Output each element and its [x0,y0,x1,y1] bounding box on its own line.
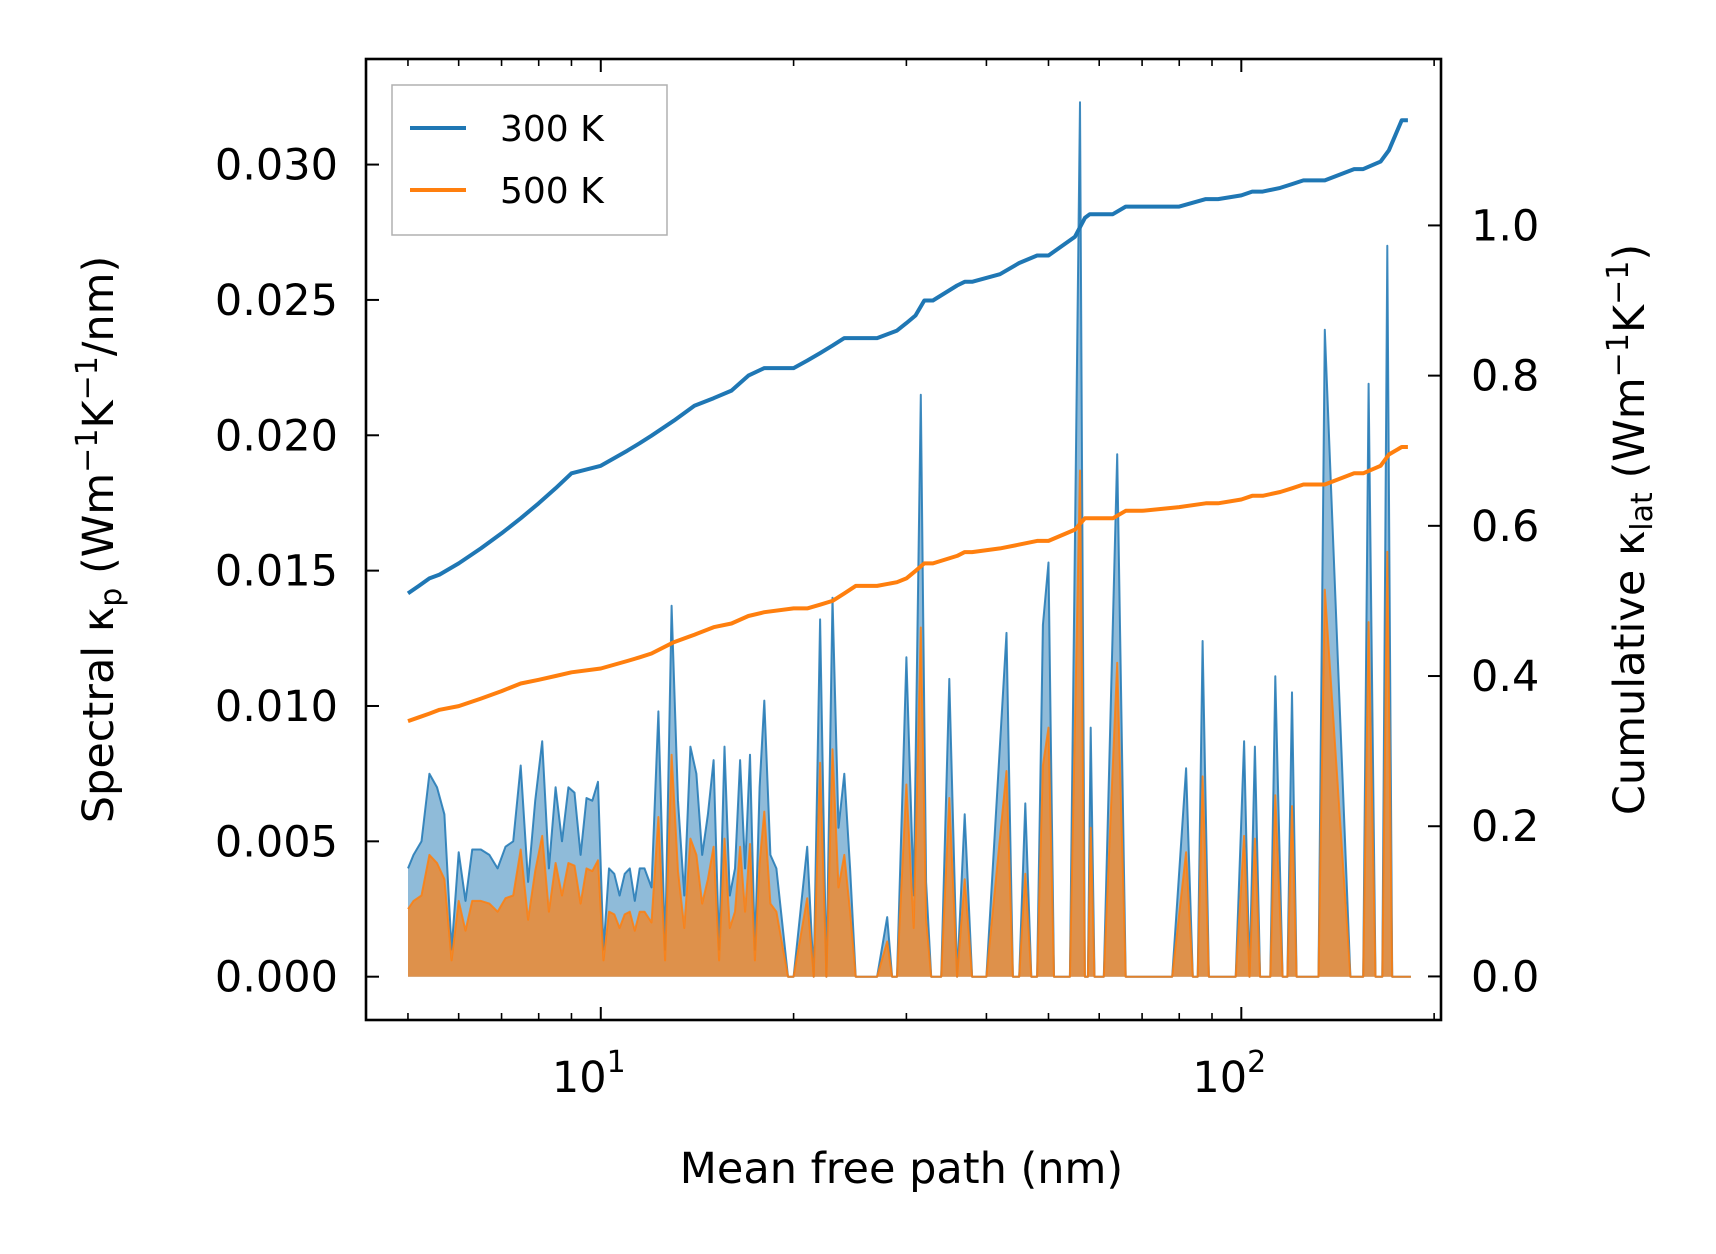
left-y-tick-label: 0.020 [215,411,338,461]
legend-label-500k: 500 K [500,171,605,212]
right-y-tick-label: 0.4 [1471,652,1539,702]
spectral-line-500-k-spectral [407,469,1411,978]
right-y-tick-label: 0.0 [1471,952,1539,1002]
left-y-axis-label: Spectral κp (Wm−1K−1/nm) [70,256,129,824]
plot-frame [364,57,1443,1022]
legend-box [391,84,668,236]
right-y-tick-label: 0.8 [1471,352,1539,402]
x-tick-label: 101 [552,1045,626,1103]
cumulative-layer [406,118,1408,723]
spectral-area-500-k-spectral [408,470,1411,977]
legend-label-300k: 300 K [500,109,605,150]
cumulative-line-500-k [407,445,1408,723]
left-y-tick-label: 0.005 [215,817,338,867]
cumulative-line-300-k [406,118,1408,596]
right-y-tick-label: 0.6 [1471,502,1539,552]
left-y-tick-label: 0.030 [215,141,338,191]
right-y-axis-label: Cumulative κlat (Wm−1K−1) [1601,244,1660,815]
spectral-layer [407,101,1411,978]
left-y-tick-label: 0.025 [215,276,338,326]
tick-labels: 0.000 0.005 0.010 0.015 0.020 0.025 0.030 0.0 0.… [215,141,1540,1103]
legend: 300 K 500 K [391,84,668,236]
left-y-tick-label: 0.015 [215,547,338,597]
right-y-tick-label: 1.0 [1471,201,1539,251]
left-y-tick-label: 0.000 [215,953,338,1003]
right-y-tick-label: 0.2 [1471,802,1539,852]
axis-ticks [366,59,1441,1020]
left-y-tick-label: 0.010 [215,682,338,732]
x-axis-label: Mean free path (nm) [680,1144,1123,1194]
right-label-sub: lat [1625,492,1660,531]
left-label-sub: p [94,588,129,607]
x-tick-label: 102 [1192,1045,1266,1103]
